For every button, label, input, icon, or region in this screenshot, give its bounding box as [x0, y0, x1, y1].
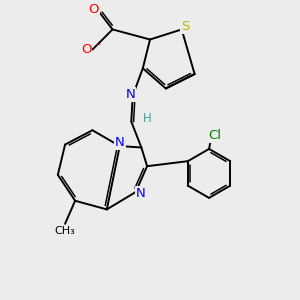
- Text: S: S: [181, 20, 189, 33]
- Text: -: -: [95, 38, 100, 51]
- Text: Cl: Cl: [208, 130, 221, 142]
- Text: O: O: [81, 43, 91, 56]
- Text: O: O: [88, 3, 99, 16]
- Text: H: H: [143, 112, 152, 125]
- Text: N: N: [125, 88, 135, 101]
- Text: N: N: [136, 187, 146, 200]
- Text: CH₃: CH₃: [55, 226, 75, 236]
- Text: N: N: [115, 136, 124, 149]
